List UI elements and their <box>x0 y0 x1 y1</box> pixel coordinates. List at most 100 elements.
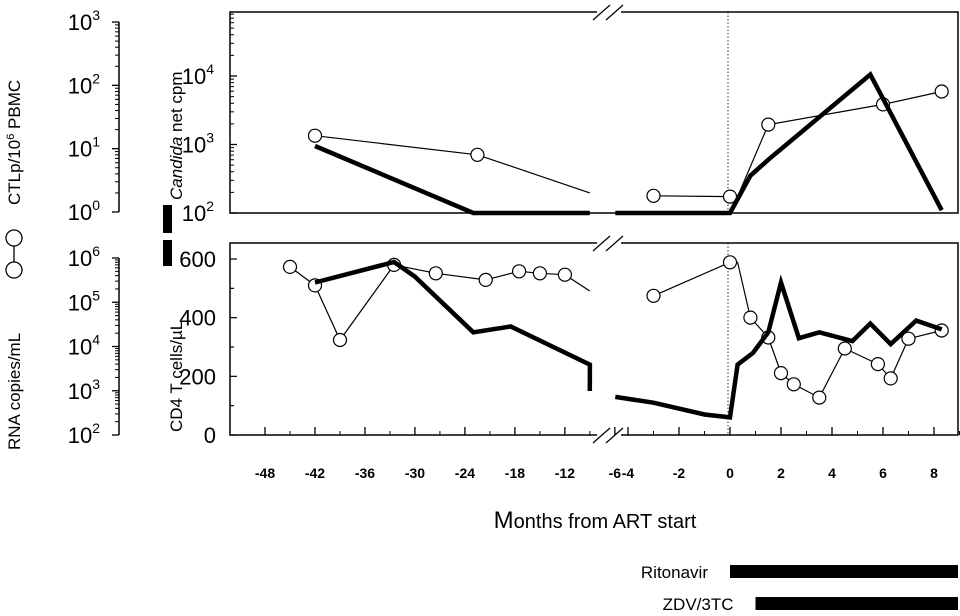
x-tick-label: -2 <box>673 465 686 481</box>
rna-ticks <box>112 257 119 436</box>
rna-point <box>870 357 886 372</box>
rna-point <box>478 272 493 287</box>
x-tick-label: -30 <box>405 465 425 481</box>
ctlp-tick-label: 101 <box>68 134 100 162</box>
x-tick-label: 8 <box>930 465 938 481</box>
ctlp-tick-labels: 103 102 101 100 <box>68 7 100 225</box>
bottom-break-slash-top-1 <box>592 235 611 252</box>
rna-line-1 <box>289 264 591 342</box>
treatment-label: Ritonavir <box>641 563 708 582</box>
ctlp-point <box>307 128 323 143</box>
bottom-y-label: CD4 T cells/µL <box>167 321 186 432</box>
ctlp-point <box>470 147 485 162</box>
rna-tick-label: 102 <box>68 420 100 448</box>
rna-tick-label: 104 <box>68 332 100 360</box>
legend-open-circle-marker-2 <box>5 261 23 279</box>
treatment-label: ZDV/3TC <box>663 595 734 614</box>
panel-bottom-frame <box>229 242 959 436</box>
bottom-axis-break <box>592 235 624 444</box>
x-tick-label: -48 <box>255 465 275 481</box>
rna-point <box>773 366 789 381</box>
top-tick-label: 102 <box>182 198 214 226</box>
bottom-tick-label: 400 <box>179 306 216 331</box>
top-y-ticks <box>230 13 237 214</box>
bottom-break-slash-bottom-2 <box>605 427 624 444</box>
cd4-line-1 <box>314 259 593 392</box>
treatment-bar-zdv-3tc <box>755 597 958 610</box>
rna-point <box>532 266 548 281</box>
x-tick-label: -24 <box>455 465 475 481</box>
cd4-line-2 <box>614 274 943 420</box>
x-tick-label: -4 <box>622 465 635 481</box>
top-tick-label: 104 <box>182 61 214 89</box>
top-axis-break <box>592 4 624 21</box>
x-tick-label: -42 <box>305 465 325 481</box>
rna-point <box>511 264 527 279</box>
rna-point <box>901 331 916 346</box>
top-y-tick-labels: 104 103 102 <box>182 61 214 226</box>
legend-open-circle <box>5 229 23 279</box>
bottom-tick-label: 600 <box>179 247 216 272</box>
x-axis-label: Months from ART start <box>494 507 697 534</box>
rna-point <box>428 266 443 281</box>
rna-point <box>786 377 801 392</box>
treatment-bars: Ritonavir ZDV/3TC <box>641 563 958 614</box>
ctlp-line-2 <box>653 90 942 198</box>
rna-tick-labels: 106 105 104 103 102 <box>68 243 100 448</box>
rna-point <box>743 310 758 325</box>
top-tick-label: 103 <box>182 130 214 158</box>
bottom-break-slash-top-2 <box>605 235 624 252</box>
rna-point <box>646 288 661 303</box>
top-y-label: Candida net cpm <box>167 71 186 200</box>
rna-point <box>883 371 898 386</box>
ctlp-tick-label: 102 <box>68 70 100 98</box>
panel-top: 104 103 102 Candida net cpm <box>163 4 959 233</box>
candida-line-2 <box>615 70 944 216</box>
rna-tick-label: 103 <box>68 376 100 404</box>
treatment-bar-ritonavir <box>730 565 958 578</box>
bottom-y-tick-labels: 600 400 200 0 <box>179 247 216 448</box>
x-ticks <box>264 427 960 435</box>
ctlp-point <box>646 188 661 203</box>
ctlp-point <box>761 117 776 132</box>
x-tick-label: 6 <box>879 465 887 481</box>
rna-point <box>282 259 298 274</box>
x-tick-label: 0 <box>726 465 734 481</box>
panel-top-frame <box>229 11 959 214</box>
bottom-break-gap-top <box>597 236 621 250</box>
ctlp-tick-label: 100 <box>68 197 100 225</box>
series-ctlp <box>307 84 949 204</box>
x-tick-label: 2 <box>777 465 785 481</box>
rna-point <box>557 267 573 282</box>
legend-open-circle-marker <box>5 229 23 247</box>
bottom-y-ticks <box>230 258 237 436</box>
x-tick-label: -12 <box>555 465 575 481</box>
legend-thick-line-marker-2 <box>163 240 172 266</box>
x-tick-label: 4 <box>828 465 836 481</box>
rna-point <box>812 390 827 405</box>
top-break-slash-2 <box>605 4 624 21</box>
bottom-tick-label: 200 <box>179 364 216 389</box>
rna-point <box>722 255 738 270</box>
top-break-gap <box>597 5 621 19</box>
x-tick-labels: -48 -42 -36 -30 -24 -18 -12 -6 -4 -2 0 2 4 6 8 <box>255 465 938 481</box>
rna-point <box>837 341 852 356</box>
rna-tick-label: 105 <box>68 287 100 315</box>
bottom-tick-label: 0 <box>204 423 216 448</box>
series-rna <box>282 255 949 405</box>
x-tick-label: -18 <box>505 465 525 481</box>
bottom-break-slash-bottom-1 <box>592 427 611 444</box>
rna-axis-label: RNA copies/mL <box>5 333 24 450</box>
legend-thick-line-marker <box>163 205 172 233</box>
series-cd4 <box>314 259 943 420</box>
rna-tick-label: 106 <box>68 243 100 271</box>
left-axes: 103 102 101 100 106 105 104 103 102 CTLp/106 PB… <box>5 7 120 450</box>
x-tick-label: -36 <box>355 465 375 481</box>
ctlp-point <box>934 84 949 99</box>
x-tick-label: -6 <box>609 465 622 481</box>
series-candida <box>314 70 944 216</box>
rna-point <box>332 332 348 348</box>
ctlp-axis-label: CTLp/106 PBMC <box>5 80 24 205</box>
